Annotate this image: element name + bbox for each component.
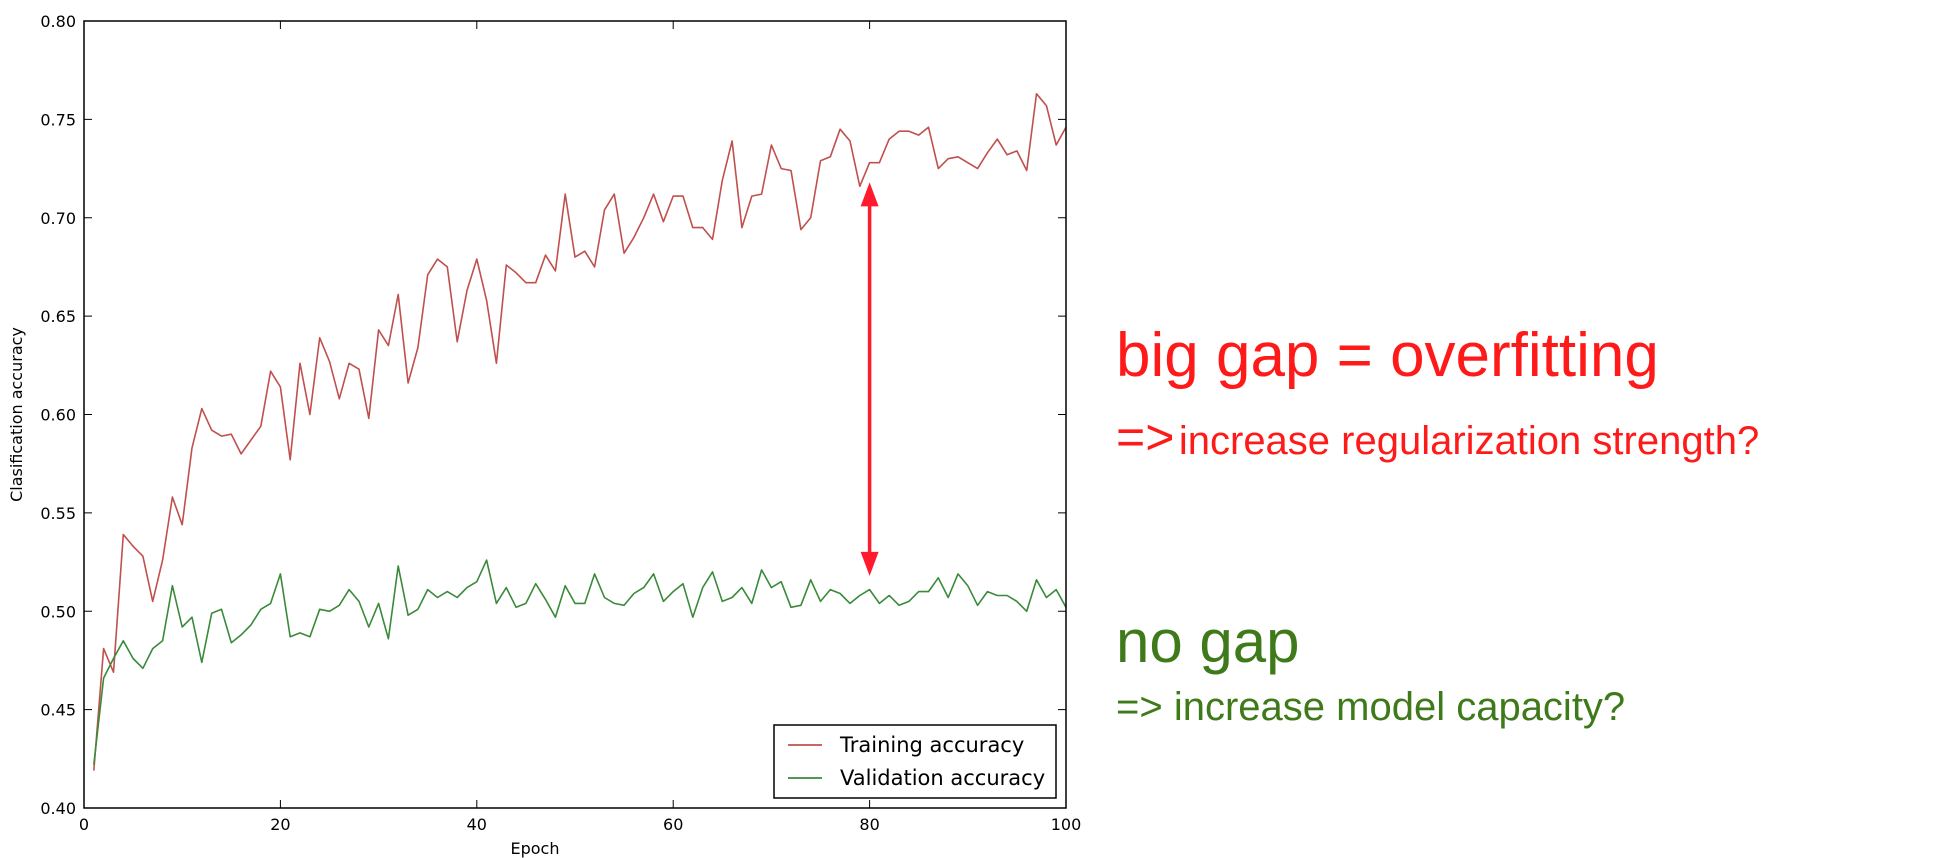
overfit-text: increase regularization strength? — [1178, 419, 1760, 463]
x-tick-label: 40 — [467, 815, 487, 834]
legend: Training accuracy Validation accuracy — [773, 724, 1057, 799]
plot-frame — [83, 20, 1067, 809]
x-tick-label: 20 — [270, 815, 290, 834]
y-tick-label: 0.55 — [40, 504, 76, 523]
overfit-action: => increase regularization strength? — [1116, 412, 1759, 462]
legend-box — [773, 724, 1057, 799]
gap-arrow-head-top — [860, 182, 879, 207]
x-axis-label: Epoch — [511, 839, 560, 858]
y-tick-label: 0.45 — [40, 701, 76, 720]
overfit-title: big gap = overfitting — [1116, 321, 1659, 390]
x-tick-label: 80 — [859, 815, 879, 834]
nogap-text: => increase model capacity? — [1116, 685, 1626, 729]
legend-label: Training accuracy — [839, 733, 1024, 757]
gap-arrow-head-bottom — [860, 551, 879, 576]
legend-label: Validation accuracy — [840, 766, 1045, 790]
y-tick-label: 0.70 — [40, 209, 76, 228]
accuracy-chart: 0.40 0.45 0.50 0.55 0.60 0.65 0.70 0.75 0.80 0 20 4… — [7, 12, 1081, 858]
y-tick-label: 0.80 — [40, 12, 76, 31]
validation-accuracy-line — [93, 559, 1067, 765]
x-tick-label: 60 — [663, 815, 683, 834]
gap-arrow — [860, 182, 879, 576]
y-tick-label: 0.75 — [40, 110, 76, 129]
series-lines — [93, 93, 1067, 771]
y-tick-label: 0.50 — [40, 602, 76, 621]
training-accuracy-line — [93, 93, 1067, 771]
y-tick-label: 0.65 — [40, 307, 76, 326]
y-axis-label: Clasification accuracy — [7, 327, 26, 502]
x-tick-label: 0 — [79, 815, 89, 834]
axis-ticks: 0.40 0.45 0.50 0.55 0.60 0.65 0.70 0.75 0.80 0 20 4… — [40, 12, 1081, 834]
y-tick-label: 0.60 — [40, 406, 76, 425]
nogap-title: no gap — [1116, 608, 1300, 675]
x-tick-label: 100 — [1051, 815, 1082, 834]
overfit-arrow-symbol: => — [1116, 409, 1175, 465]
y-tick-label: 0.40 — [40, 799, 76, 818]
